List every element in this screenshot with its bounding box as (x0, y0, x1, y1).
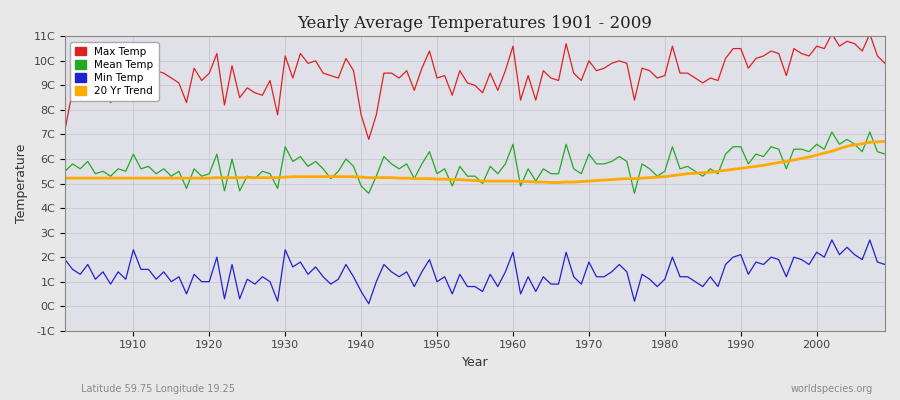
Mean Temp (59, 169, 70, 174)
Y-axis label: Temperature: Temperature (15, 144, 28, 223)
Min Temp (287, 264, 298, 269)
Mean Temp (508, 142, 518, 147)
X-axis label: Year: Year (462, 356, 489, 369)
Min Temp (121, 277, 131, 282)
Line: Max Temp: Max Temp (65, 34, 885, 139)
Mean Temp (287, 159, 298, 164)
Mean Temp (364, 191, 374, 196)
Line: Min Temp: Min Temp (65, 240, 885, 304)
Max Temp (826, 32, 837, 36)
20 Yr Trend (121, 176, 131, 180)
20 Yr Trend (508, 179, 518, 184)
Max Temp (508, 44, 518, 48)
20 Yr Trend (333, 174, 344, 179)
Min Temp (508, 250, 518, 255)
Max Temp (59, 127, 70, 132)
Mean Temp (333, 169, 344, 174)
20 Yr Trend (879, 139, 890, 144)
Min Temp (607, 270, 617, 274)
20 Yr Trend (607, 177, 617, 182)
Mean Temp (879, 152, 890, 156)
Max Temp (287, 76, 298, 80)
Mean Temp (515, 184, 526, 188)
Line: 20 Yr Trend: 20 Yr Trend (65, 141, 885, 182)
Min Temp (59, 257, 70, 262)
Max Temp (364, 137, 374, 142)
Text: worldspecies.org: worldspecies.org (791, 384, 873, 394)
Min Temp (333, 277, 344, 282)
20 Yr Trend (287, 174, 298, 179)
Max Temp (333, 76, 344, 80)
Legend: Max Temp, Mean Temp, Min Temp, 20 Yr Trend: Max Temp, Mean Temp, Min Temp, 20 Yr Tre… (70, 42, 158, 101)
Text: Latitude 59.75 Longitude 19.25: Latitude 59.75 Longitude 19.25 (81, 384, 235, 394)
20 Yr Trend (500, 179, 511, 184)
Mean Temp (121, 169, 131, 174)
Min Temp (826, 238, 837, 242)
Max Temp (515, 98, 526, 102)
Min Temp (879, 262, 890, 267)
Mean Temp (607, 159, 617, 164)
Title: Yearly Average Temperatures 1901 - 2009: Yearly Average Temperatures 1901 - 2009 (298, 15, 652, 32)
Max Temp (607, 61, 617, 66)
20 Yr Trend (59, 176, 70, 180)
Max Temp (121, 88, 131, 93)
Mean Temp (826, 130, 837, 134)
Min Temp (364, 301, 374, 306)
Max Temp (879, 61, 890, 66)
Line: Mean Temp: Mean Temp (65, 132, 885, 193)
Min Temp (515, 292, 526, 296)
20 Yr Trend (545, 180, 556, 185)
